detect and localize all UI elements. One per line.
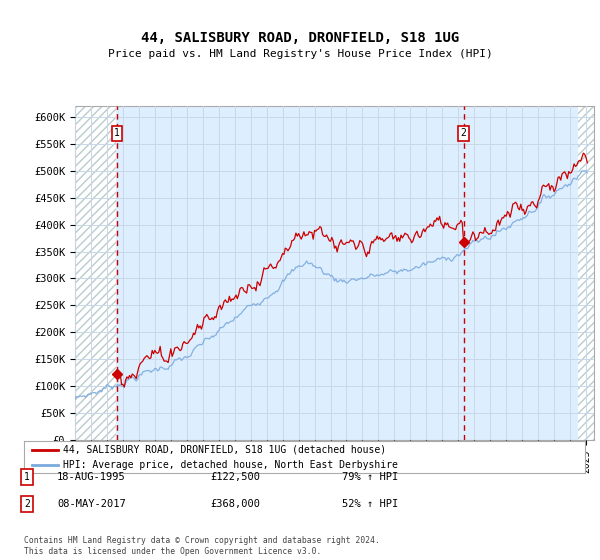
Text: 79% ↑ HPI: 79% ↑ HPI [342,472,398,482]
Text: £122,500: £122,500 [210,472,260,482]
Text: 2: 2 [461,128,467,138]
Text: 44, SALISBURY ROAD, DRONFIELD, S18 1UG: 44, SALISBURY ROAD, DRONFIELD, S18 1UG [141,31,459,45]
Text: 2: 2 [24,499,30,509]
Text: 18-AUG-1995: 18-AUG-1995 [57,472,126,482]
Text: 44, SALISBURY ROAD, DRONFIELD, S18 1UG (detached house): 44, SALISBURY ROAD, DRONFIELD, S18 1UG (… [63,445,386,455]
Text: Contains HM Land Registry data © Crown copyright and database right 2024.
This d: Contains HM Land Registry data © Crown c… [24,536,380,556]
Text: 1: 1 [24,472,30,482]
Text: £368,000: £368,000 [210,499,260,509]
Text: 08-MAY-2017: 08-MAY-2017 [57,499,126,509]
Text: 1: 1 [114,128,120,138]
Text: 52% ↑ HPI: 52% ↑ HPI [342,499,398,509]
Text: HPI: Average price, detached house, North East Derbyshire: HPI: Average price, detached house, Nort… [63,460,398,470]
Text: Price paid vs. HM Land Registry's House Price Index (HPI): Price paid vs. HM Land Registry's House … [107,49,493,59]
